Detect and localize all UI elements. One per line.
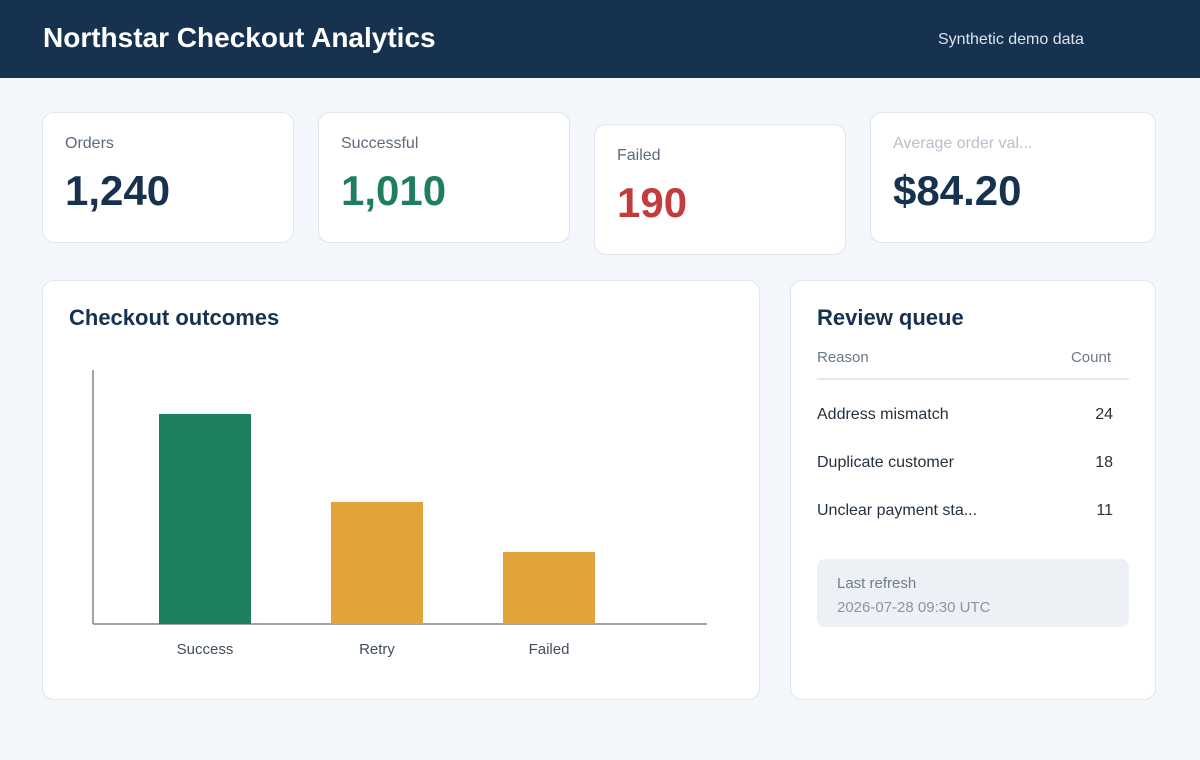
kpi-value: $84.20 <box>893 167 1022 214</box>
checkout-outcomes-panel: Checkout outcomes Success Retry Failed <box>42 280 760 700</box>
reason-cell: Unclear payment sta... <box>817 502 978 519</box>
kpi-label: Average order val... <box>893 135 1033 152</box>
last-refresh-box: Last refresh 2026-07-28 09:30 UTC <box>817 559 1129 627</box>
kpi-card-orders: Orders 1,240 <box>42 112 294 243</box>
count-cell: 24 <box>1095 406 1113 423</box>
last-refresh-label: Last refresh <box>837 575 917 592</box>
review-queue-panel: Review queue Reason Count Address mismat… <box>790 280 1156 700</box>
column-header-count: Count <box>1070 349 1111 366</box>
kpi-value: 190 <box>617 179 688 226</box>
bar-success <box>159 414 251 624</box>
reason-cell: Address mismatch <box>817 406 949 423</box>
table-row: Unclear payment sta... 11 <box>817 502 1113 526</box>
kpi-label: Successful <box>341 135 419 152</box>
count-cell: 11 <box>1096 502 1113 519</box>
kpi-card-average-order-value: Average order val... $84.20 <box>870 112 1156 243</box>
app-title: Northstar Checkout Analytics <box>43 22 436 53</box>
header-bar: Northstar Checkout Analytics Synthetic d… <box>0 0 1200 78</box>
x-tick-label: Failed <box>529 641 570 658</box>
bar-failed <box>503 552 595 624</box>
kpi-card-successful: Successful 1,010 <box>318 112 570 243</box>
kpi-value: 1,010 <box>341 167 447 214</box>
panel-title: Review queue <box>817 305 964 330</box>
x-tick-label: Retry <box>359 641 395 658</box>
bar-retry <box>331 502 423 624</box>
last-refresh-time: 2026-07-28 09:30 UTC <box>837 599 991 616</box>
reason-cell: Duplicate customer <box>817 454 954 471</box>
table-row: Address mismatch 24 <box>817 406 1113 430</box>
table-row: Duplicate customer 18 <box>817 454 1113 478</box>
checkout-outcomes-chart: Success Retry Failed <box>92 370 707 658</box>
kpi-label: Failed <box>617 147 661 164</box>
kpi-label: Orders <box>65 135 114 152</box>
panel-title: Checkout outcomes <box>69 305 280 330</box>
data-source-note: Synthetic demo data <box>938 31 1084 48</box>
column-header-reason: Reason <box>817 349 869 366</box>
kpi-value: 1,240 <box>65 167 171 214</box>
count-cell: 18 <box>1095 454 1113 471</box>
x-tick-label: Success <box>177 641 234 658</box>
header-divider <box>817 378 1129 380</box>
kpi-card-failed: Failed 190 <box>594 124 846 255</box>
